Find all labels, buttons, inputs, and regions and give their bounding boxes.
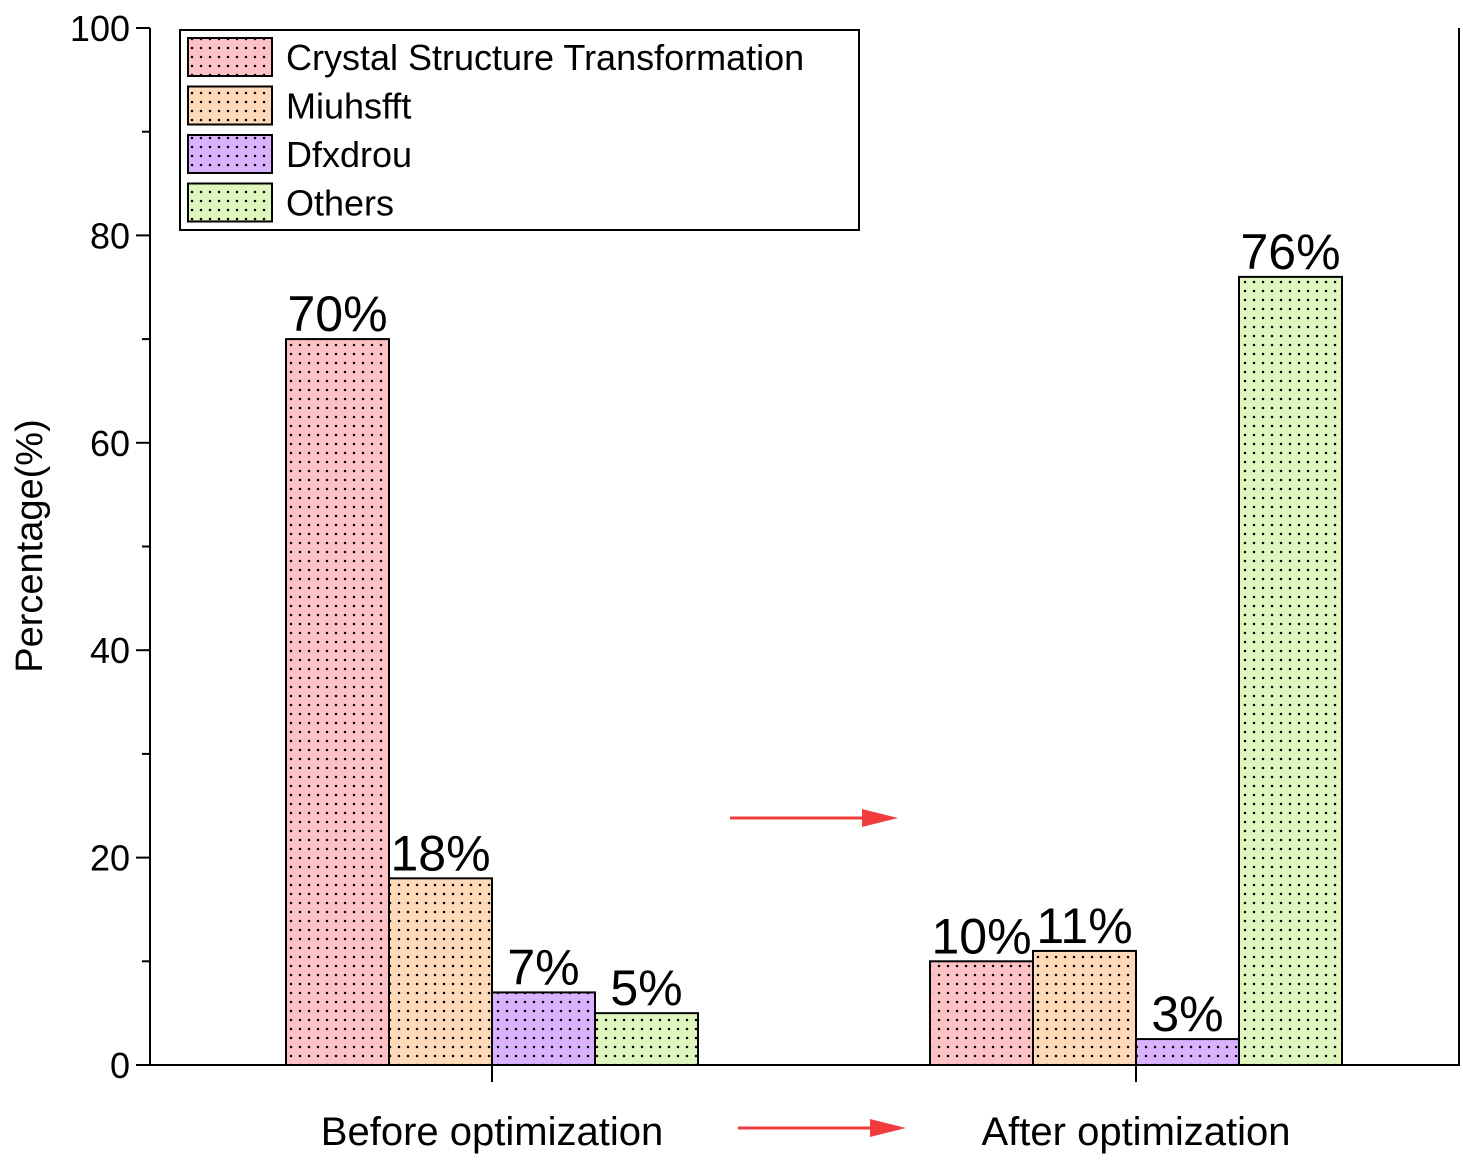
y-tick-label: 100 — [70, 8, 130, 49]
bar-outline — [285, 338, 390, 1067]
bar-outline — [1135, 1038, 1240, 1066]
y-tick-label: 40 — [90, 630, 130, 671]
legend-label: Crystal Structure Transformation — [286, 37, 804, 78]
legend-label: Miuhsfft — [286, 86, 411, 127]
y-tick-label: 20 — [90, 838, 130, 879]
legend-label: Others — [286, 183, 394, 224]
data-label: 5% — [610, 960, 682, 1016]
data-label: 7% — [507, 939, 579, 995]
y-tick-label: 0 — [110, 1045, 130, 1086]
bar-outline — [491, 991, 596, 1066]
legend-swatch-outline — [187, 37, 273, 77]
bar-outline — [1032, 949, 1137, 1066]
data-label: 76% — [1240, 224, 1340, 280]
data-label: 10% — [931, 908, 1031, 964]
data-label: 11% — [1036, 898, 1132, 954]
bar-outline — [929, 960, 1034, 1066]
legend-box — [179, 29, 860, 231]
data-label: 18% — [390, 825, 490, 881]
y-axis-label: Percentage(%) — [9, 419, 51, 672]
arrow-head — [862, 809, 898, 827]
y-tick-label: 60 — [90, 423, 130, 464]
y-tick-label: 80 — [90, 215, 130, 256]
data-label: 70% — [287, 286, 387, 342]
x-tick-label: After optimization — [981, 1110, 1290, 1154]
bar-outline — [594, 1012, 699, 1067]
legend-swatch-outline — [187, 85, 273, 126]
legend: Crystal Structure Transformation Miuhsfft… — [179, 29, 860, 231]
bar-outline — [388, 877, 493, 1067]
legend-swatch-outline — [187, 134, 273, 174]
data-label: 3% — [1151, 986, 1223, 1042]
x-tick-label: Before optimization — [321, 1110, 663, 1154]
legend-label: Dfxdrou — [286, 134, 412, 175]
legend-swatch-outline — [187, 182, 273, 223]
bar-outline — [1238, 275, 1343, 1066]
arrow-head — [870, 1119, 906, 1137]
